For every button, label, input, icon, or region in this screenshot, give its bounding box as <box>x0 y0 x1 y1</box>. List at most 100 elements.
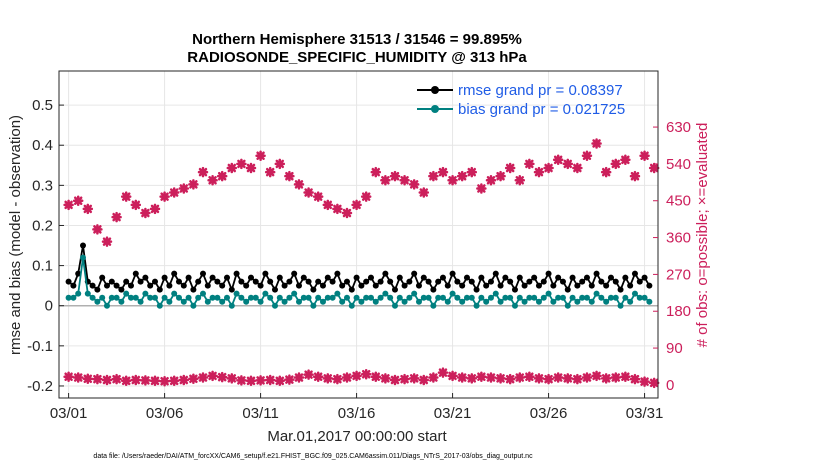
rmse-point <box>358 282 365 289</box>
x-tick-label: 03/01 <box>50 405 88 422</box>
obs-count-low-series <box>63 367 660 389</box>
bias-point <box>252 294 259 301</box>
rmse-point <box>564 286 571 293</box>
obs-count-low-point <box>293 372 305 383</box>
bias-point <box>147 294 154 301</box>
obs-count-low-point <box>447 370 458 382</box>
obs-count-point <box>428 170 439 182</box>
bias-point <box>99 294 106 301</box>
bias-point <box>425 294 432 301</box>
bias-point <box>583 294 590 301</box>
bias-point <box>588 298 595 305</box>
obs-count-point <box>476 183 487 194</box>
bias-point <box>295 298 302 305</box>
left-tick-label: -0.1 <box>27 338 53 355</box>
y-axis-label: rmse and bias (model - observation) <box>7 115 24 355</box>
bias-point <box>70 294 77 301</box>
bias-point <box>622 294 629 301</box>
obs-count-low-point <box>524 371 535 382</box>
obs-count-low-point <box>591 370 602 382</box>
obs-count-low-point <box>245 375 257 387</box>
rmse-point <box>497 282 504 289</box>
obs-count-point <box>245 162 257 174</box>
obs-count-point <box>264 166 276 178</box>
rmse-point <box>243 282 250 289</box>
rmse-point <box>75 270 82 277</box>
left-axis-ticks: -0.2 -0.1 0 0.1 0.2 0.3 0.4 0.5 <box>27 97 64 395</box>
obs-count-low-point <box>552 372 564 383</box>
bias-point <box>180 298 187 305</box>
rmse-point <box>401 282 408 289</box>
rmse-point <box>382 270 389 277</box>
obs-count-low-point <box>236 375 247 386</box>
rmse-point <box>233 270 240 277</box>
obs-count-low-point <box>476 371 487 382</box>
bias-point <box>127 294 134 301</box>
obs-count-low-point <box>466 373 478 384</box>
rmse-point <box>276 274 283 281</box>
rmse-point <box>142 274 149 281</box>
obs-count-low-point <box>629 373 641 385</box>
bias-point <box>555 294 562 301</box>
obs-count-low-point <box>101 374 113 386</box>
obs-count-point <box>639 150 650 161</box>
obs-count-series <box>63 138 660 247</box>
bias-point <box>161 294 168 301</box>
obs-count-point <box>370 166 382 178</box>
rmse-point <box>257 282 264 289</box>
bias-point <box>382 290 389 297</box>
bias-point <box>574 298 581 305</box>
rmse-point <box>175 278 182 285</box>
rmse-point <box>315 278 322 285</box>
grid <box>59 71 658 398</box>
obs-count-low-point <box>620 371 631 382</box>
obs-count-low-point <box>495 373 506 384</box>
rmse-point <box>291 270 298 277</box>
rmse-point <box>406 278 413 285</box>
bias-point <box>449 290 456 297</box>
right-tick-label: 630 <box>666 119 691 136</box>
bias-point <box>103 302 110 309</box>
rmse-point <box>550 282 557 289</box>
rmse-point <box>271 286 278 293</box>
rmse-point <box>411 270 418 277</box>
obs-count-point <box>226 162 238 174</box>
bias-point <box>483 298 490 305</box>
bias-point <box>593 290 600 297</box>
rmse-point <box>622 274 629 281</box>
rmse-point <box>223 274 230 281</box>
left-tick-label: 0.4 <box>32 137 53 154</box>
obs-count-point <box>351 199 362 211</box>
bias-point <box>94 298 101 305</box>
rmse-point <box>487 278 494 285</box>
obs-count-low-point <box>284 374 295 385</box>
bias-point <box>195 294 202 301</box>
obs-count-point <box>188 179 199 190</box>
obs-count-low-point <box>408 373 420 384</box>
rmse-point <box>425 278 432 285</box>
obs-count-point <box>63 199 74 211</box>
obs-count-point <box>303 187 314 198</box>
obs-count-point <box>504 162 516 174</box>
rmse-point <box>329 278 336 285</box>
obs-count-point <box>149 203 161 215</box>
left-tick-label: 0.5 <box>32 97 53 114</box>
bias-point <box>531 294 538 301</box>
rmse-point <box>132 270 139 277</box>
obs-count-point <box>456 170 468 182</box>
bias-point <box>276 294 283 301</box>
bias-point <box>396 294 403 301</box>
rmse-point <box>70 282 77 289</box>
left-tick-label: -0.2 <box>27 378 53 395</box>
bias-point <box>281 298 288 305</box>
bias-point <box>75 290 82 297</box>
bias-point <box>243 298 250 305</box>
rmse-point <box>89 282 96 289</box>
bias-point <box>468 294 475 301</box>
rmse-point <box>569 274 576 281</box>
obs-count-low-point <box>418 374 430 386</box>
right-tick-label: 540 <box>666 156 691 173</box>
legend-rmse-label: rmse grand pr = 0.08397 <box>458 82 623 99</box>
bias-point <box>545 290 552 297</box>
chart-title-line2: RADIOSONDE_SPECIFIC_HUMIDITY @ 313 hPa <box>187 49 527 66</box>
